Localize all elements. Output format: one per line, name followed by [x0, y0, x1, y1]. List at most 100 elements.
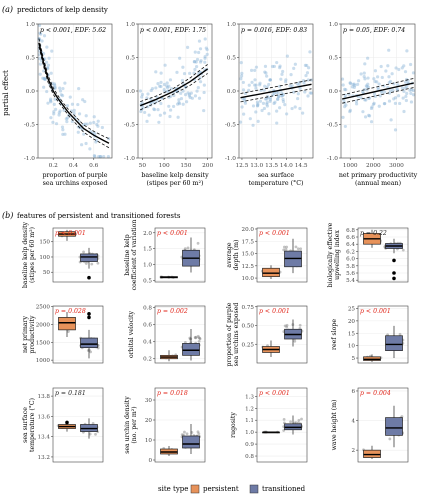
jitter-point — [91, 421, 95, 425]
residual-point — [194, 65, 199, 69]
plot-frame — [357, 305, 409, 364]
residual-point — [59, 93, 63, 97]
boxplot-9: 13.8 13.6 13.4 13.2 sea surface temperature (… — [22, 387, 104, 463]
y-axis-label: proportion of purple — [226, 302, 233, 366]
residual-point — [95, 122, 99, 127]
residual-point — [254, 83, 258, 87]
outlier-point — [392, 276, 396, 281]
plot-frame — [256, 227, 308, 283]
residual-point — [49, 97, 53, 101]
y-tick-label: 0.0 — [227, 89, 237, 95]
stat-annotation: p < 0.001 — [360, 308, 391, 315]
box-iqr — [385, 417, 403, 436]
jitter-point — [294, 421, 298, 425]
x-tick-label: 2000 — [366, 163, 381, 169]
residual-point — [138, 89, 143, 93]
residual-point — [186, 45, 190, 49]
residual-point — [405, 91, 409, 96]
residual-point — [159, 84, 163, 89]
y-tick-label: -1.0 — [225, 156, 236, 162]
residual-point — [275, 109, 279, 113]
residual-point — [400, 66, 404, 70]
x-tick-label: 3000 — [389, 163, 404, 169]
residual-point — [278, 106, 282, 110]
plot-background — [53, 306, 103, 363]
residual-point — [276, 91, 280, 95]
residual-point — [398, 101, 402, 106]
residual-point — [203, 56, 207, 60]
residual-point — [241, 80, 245, 85]
residual-point — [92, 115, 96, 119]
residual-point — [359, 72, 363, 76]
residual-point — [268, 96, 272, 100]
y-tick-label: 50 — [43, 270, 51, 276]
residual-point — [205, 48, 209, 52]
residual-point — [305, 63, 309, 68]
residual-point — [61, 128, 65, 132]
residual-point — [182, 71, 187, 76]
y-tick-label: 10 — [145, 438, 153, 444]
residual-point — [292, 66, 296, 70]
x-tick-label: 14.5 — [295, 163, 308, 169]
y-axis-label: (no. per m²) — [131, 406, 138, 443]
residual-point — [179, 91, 183, 95]
residual-point — [301, 111, 305, 115]
jitter-point — [194, 335, 198, 339]
y-tick-label: 2.0 — [143, 231, 152, 237]
residual-point — [402, 109, 406, 114]
jitter-point — [296, 247, 300, 251]
residual-point — [50, 49, 54, 53]
residual-point — [92, 153, 97, 158]
residual-point — [263, 64, 268, 68]
box-iqr — [182, 435, 200, 449]
residual-point — [382, 84, 386, 88]
x-axis-label: (annual mean) — [355, 180, 401, 187]
y-tick-label: -0.5 — [225, 123, 236, 129]
residual-point — [241, 88, 246, 92]
y-tick-label: 1500 — [36, 340, 51, 346]
stat-annotation: p < 0.001 — [259, 230, 290, 237]
residual-point — [143, 110, 147, 115]
residual-point — [261, 101, 266, 106]
jitter-point — [88, 432, 92, 436]
residual-point — [83, 99, 87, 104]
panel-a-label: (a) — [2, 5, 13, 14]
residual-point — [405, 49, 409, 53]
residual-point — [162, 82, 166, 87]
residual-point — [158, 113, 162, 117]
stat-annotation: p < 0.001 — [259, 308, 290, 315]
y-tick-label: 6.2 — [346, 249, 355, 255]
residual-point — [155, 99, 159, 103]
residual-point — [268, 98, 272, 102]
residual-point — [177, 102, 182, 106]
residual-point — [264, 97, 268, 101]
residual-point — [193, 60, 197, 64]
box-persistent — [58, 312, 76, 337]
y-tick-label: 6.6 — [346, 235, 355, 241]
residual-point — [352, 82, 356, 86]
y-tick-label: 150 — [39, 240, 50, 246]
jitter-point — [193, 336, 197, 339]
residual-point — [408, 62, 413, 67]
residual-point — [165, 85, 170, 90]
residual-point — [176, 102, 180, 106]
x-tick-label: 200 — [202, 163, 213, 169]
plot-frame — [52, 387, 104, 463]
residual-point — [395, 87, 399, 91]
residual-point — [348, 109, 352, 114]
x-tick-label: 50 — [139, 163, 147, 169]
residual-point — [45, 89, 49, 94]
y-tick-label: 0.50 — [242, 324, 255, 330]
y-tick-label: 6.8 — [346, 228, 355, 234]
residual-point — [177, 98, 181, 102]
residual-point — [145, 119, 149, 123]
residual-point — [293, 105, 297, 109]
y-tick-label: 0.2 — [143, 357, 152, 363]
y-tick-label: 0.0 — [329, 89, 339, 95]
residual-point — [272, 91, 276, 95]
residual-point — [70, 102, 75, 106]
residual-point — [356, 82, 360, 86]
boxplot-6: 0.8 0.6 0.4 0.2 orbital velocity p = 0.002 — [128, 305, 206, 364]
residual-point — [387, 48, 391, 52]
box-iqr — [363, 449, 381, 458]
